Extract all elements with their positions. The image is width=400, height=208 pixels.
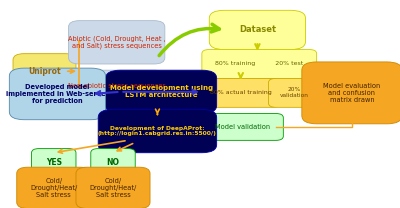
Text: Cold/
Drought/Heat/
Salt stress: Cold/ Drought/Heat/ Salt stress bbox=[30, 178, 77, 198]
Text: Dataset: Dataset bbox=[239, 25, 276, 35]
Text: Model evaluation
and confusion
matrix drawn: Model evaluation and confusion matrix dr… bbox=[323, 83, 380, 103]
FancyBboxPatch shape bbox=[76, 167, 150, 208]
Text: YES: YES bbox=[46, 157, 62, 167]
Text: 80% training          20% test: 80% training 20% test bbox=[215, 62, 303, 67]
FancyBboxPatch shape bbox=[202, 114, 283, 140]
FancyBboxPatch shape bbox=[17, 167, 91, 208]
FancyBboxPatch shape bbox=[98, 109, 217, 153]
FancyBboxPatch shape bbox=[32, 149, 76, 175]
Text: Non-abiotic stress sequences: Non-abiotic stress sequences bbox=[68, 83, 166, 89]
Text: Model validation: Model validation bbox=[215, 124, 270, 130]
FancyBboxPatch shape bbox=[202, 50, 317, 78]
FancyBboxPatch shape bbox=[302, 62, 400, 124]
FancyBboxPatch shape bbox=[9, 68, 106, 120]
Text: 80% actual training: 80% actual training bbox=[210, 90, 272, 95]
Text: Uniprot: Uniprot bbox=[28, 67, 61, 76]
FancyBboxPatch shape bbox=[268, 78, 320, 107]
FancyBboxPatch shape bbox=[68, 70, 165, 101]
Text: Cold/
Drought/Heat/
Salt stress: Cold/ Drought/Heat/ Salt stress bbox=[89, 178, 137, 198]
Text: NO: NO bbox=[106, 157, 120, 167]
Text: Developed model
implemented in Web-server
for prediction: Developed model implemented in Web-serve… bbox=[6, 84, 109, 104]
FancyBboxPatch shape bbox=[202, 78, 280, 107]
Text: Development of DeepAProt:
(http://login1.cabgrid.res.in:5500/): Development of DeepAProt: (http://login1… bbox=[98, 126, 217, 136]
FancyBboxPatch shape bbox=[106, 70, 217, 114]
Text: 20%
validation: 20% validation bbox=[280, 88, 309, 98]
Text: Model development using
LSTM architecture: Model development using LSTM architectur… bbox=[110, 85, 213, 98]
FancyBboxPatch shape bbox=[68, 21, 165, 64]
FancyBboxPatch shape bbox=[91, 149, 135, 175]
Text: Abiotic (Cold, Drought, Heat ,
and Salt) stress sequences: Abiotic (Cold, Drought, Heat , and Salt)… bbox=[68, 35, 166, 49]
FancyBboxPatch shape bbox=[209, 10, 306, 50]
FancyBboxPatch shape bbox=[13, 54, 76, 89]
